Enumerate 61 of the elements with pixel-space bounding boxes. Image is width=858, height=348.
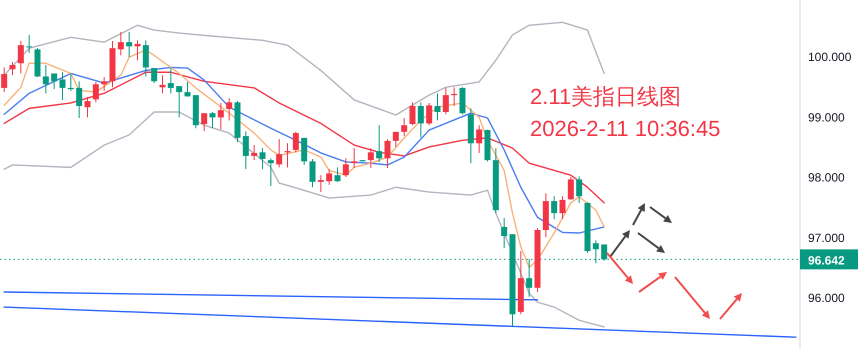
candlestick [310,158,316,188]
candlestick [210,111,216,129]
ref-line-label: 96.642 [808,253,846,268]
candlestick [434,92,440,121]
y-tick-label: 97.000 [808,230,846,245]
candlestick [334,166,340,182]
candlestick [26,34,32,54]
candlestick [268,158,274,187]
candlestick [18,40,24,74]
candlestick [10,62,16,76]
candlestick [168,66,174,94]
candlestick [476,124,482,154]
candlestick [418,102,424,138]
candlestick [568,176,574,200]
candlestick [426,102,432,126]
candlestick [501,217,508,249]
candlestick [242,130,249,170]
text: 2026-2-11 10:36:45 [530,116,720,141]
candlestick [368,148,374,168]
candlestick [384,138,390,168]
candlestick [184,81,190,98]
candlestick [201,112,208,132]
candlestick [392,131,399,148]
candlestick [142,40,149,77]
candlestick [326,168,332,186]
candlestick [1,66,8,93]
candlestick [218,102,224,130]
candlestick [276,138,282,168]
y-tick-label: 96.000 [808,291,846,306]
candlestick [51,72,58,90]
candlestick [260,148,266,170]
y-tick-label: 98.000 [808,170,846,185]
candlestick [576,176,582,204]
candlestick [410,102,416,126]
candlestick [60,72,66,100]
text: 2.11美指日线图 [530,84,682,109]
candlestick [551,196,558,220]
candlestick [160,74,166,94]
candlestick [92,81,99,103]
candlestick [284,142,290,168]
candlestick [176,86,182,118]
candlestick [442,87,449,115]
candlestick [134,40,140,61]
candlestick [126,31,132,58]
candlestick [318,174,324,193]
candlestick [226,98,232,121]
candlestick [401,118,408,137]
candlestick [101,76,108,92]
candlestick [42,64,49,94]
candlestick [251,144,258,161]
y-tick-label: 100.000 [808,50,852,64]
candlestick [84,96,90,118]
candlestick [342,158,349,178]
candlestick [301,137,308,166]
candlestick [118,31,124,56]
candlestick [560,196,566,220]
candlestick [76,80,82,119]
y-tick-label: 99.000 [808,110,846,124]
candlestick [376,124,382,162]
candlestick [292,131,299,153]
candlestick [151,68,158,84]
